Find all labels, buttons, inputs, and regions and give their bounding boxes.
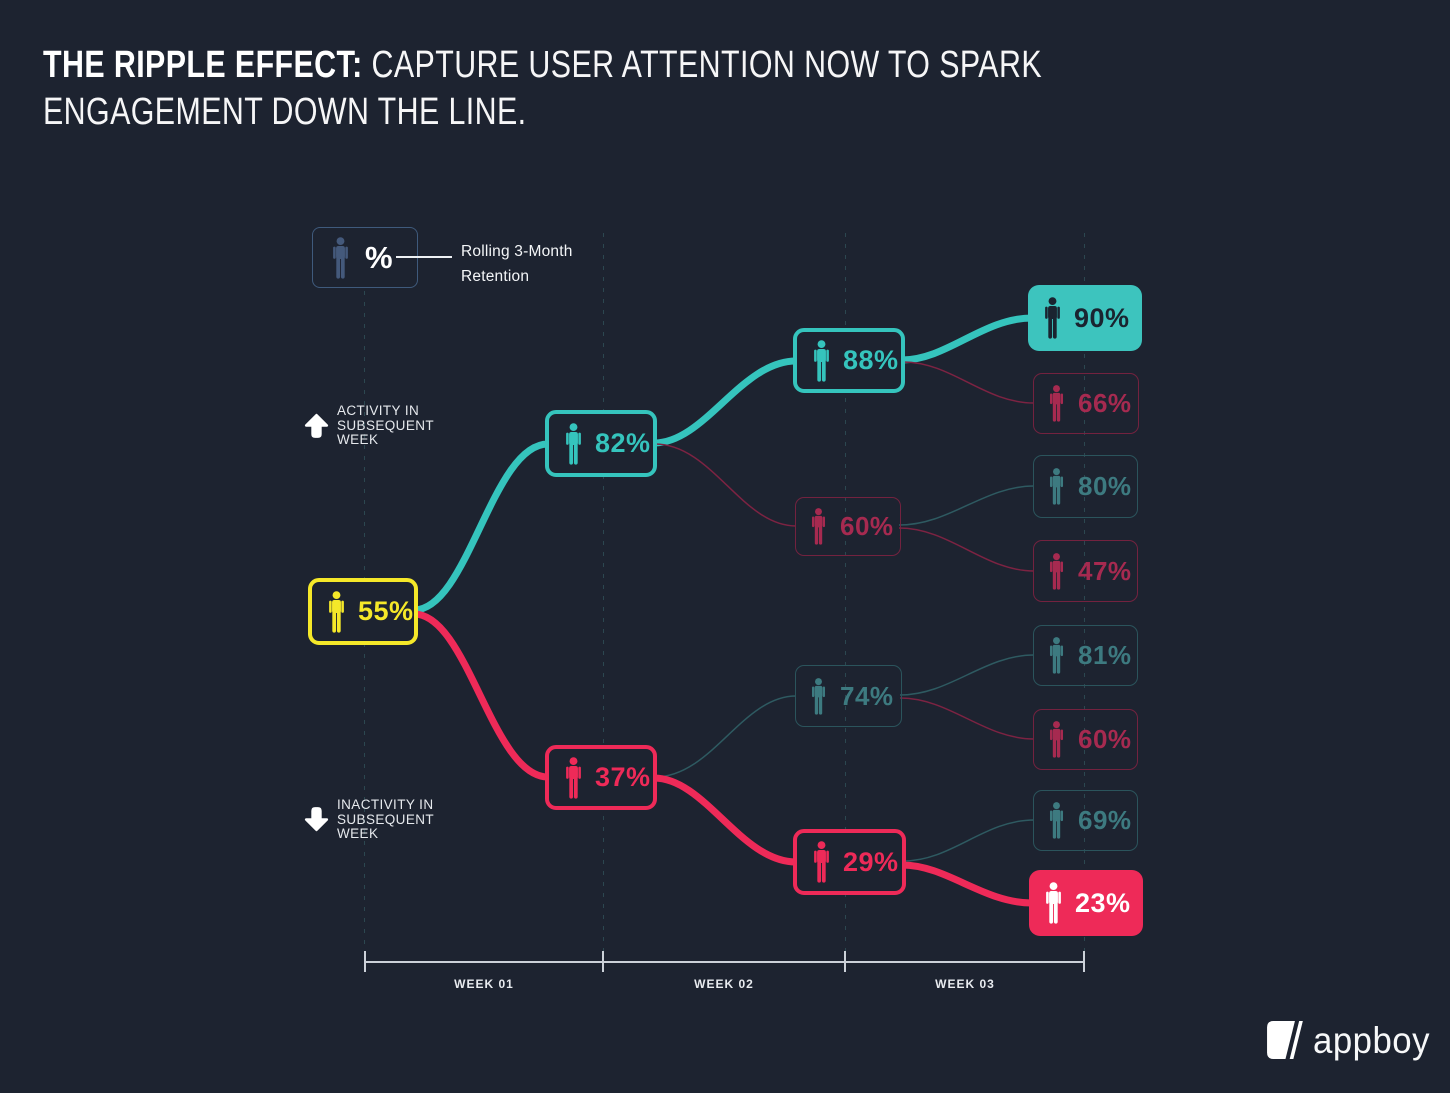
week-divider-4: [1084, 233, 1085, 953]
node-week3-active-90: 90%: [1028, 285, 1142, 351]
person-icon: [329, 590, 344, 633]
axis-tick-2: [602, 951, 604, 972]
legend-connector-line: [396, 256, 452, 258]
retention-value: 37%: [595, 762, 651, 792]
node-week3-inactive-60: 60%: [1033, 709, 1138, 770]
node-week3-active-69: 69%: [1033, 790, 1138, 851]
percent-symbol: %: [365, 239, 393, 275]
edge-60-to-47: [898, 527, 1035, 572]
person-icon: [814, 339, 829, 382]
person-icon: [1046, 882, 1061, 924]
edge-root-to-37: [410, 610, 552, 781]
axis-label-week-01: WEEK 01: [454, 977, 514, 991]
node-week2-active-88: 88%: [793, 328, 905, 393]
axis-label-week-03: WEEK 03: [935, 977, 995, 991]
person-icon: [566, 756, 581, 799]
legend-label: Rolling 3-Month Retention: [461, 243, 573, 285]
edge-37-to-74: [654, 695, 797, 778]
retention-value: 69%: [1078, 805, 1132, 835]
node-week3-inactive-23: 23%: [1029, 870, 1143, 936]
node-week3-active-80: 80%: [1033, 455, 1138, 518]
edge-root-to-82: [410, 440, 552, 614]
node-week3-active-81: 81%: [1033, 625, 1138, 686]
axis-tick-1: [364, 951, 366, 972]
node-week3-inactive-66: 66%: [1033, 373, 1139, 434]
person-icon: [1049, 721, 1064, 758]
timeline-axis: [365, 961, 1085, 963]
appboy-logo-text: appboy: [1313, 1019, 1430, 1061]
edge-82-to-60: [654, 443, 797, 527]
retention-value: 82%: [595, 428, 651, 458]
edge-29-to-23: [898, 861, 1036, 907]
week-divider-2: [603, 233, 604, 953]
retention-value: 60%: [840, 511, 894, 541]
edge-29-to-69: [902, 819, 1035, 862]
person-icon: [566, 422, 581, 465]
activity-label: ACTIVITY IN SUBSEQUENT WEEK: [337, 403, 435, 447]
appboy-logo: appboy: [1266, 1019, 1437, 1061]
node-week3-inactive-47: 47%: [1033, 540, 1138, 602]
node-week1-active-82: 82%: [545, 410, 657, 477]
person-icon: [1049, 468, 1064, 505]
retention-value: 47%: [1078, 555, 1132, 586]
retention-value: 60%: [1078, 724, 1132, 754]
page-title: THE RIPPLE EFFECT: CAPTURE USER ATTENTIO…: [43, 42, 1099, 136]
person-icon: [1049, 637, 1064, 674]
retention-value: 29%: [843, 846, 899, 877]
retention-value: 23%: [1075, 887, 1131, 918]
edge-60-to-80: [898, 485, 1035, 526]
title-line1: CAPTURE USER ATTENTION NOW TO SPARK: [371, 44, 1043, 86]
edge-82-to-88: [650, 357, 800, 447]
node-root-55: 55%: [308, 578, 418, 645]
person-icon: [811, 677, 826, 715]
retention-value: 90%: [1074, 302, 1130, 333]
inactivity-label: INACTIVITY IN SUBSEQUENT WEEK: [337, 797, 435, 841]
axis-tick-3: [844, 951, 846, 972]
axis-label-week-02: WEEK 02: [694, 977, 754, 991]
node-week2-inactive-29: 29%: [793, 829, 906, 895]
person-icon: [811, 508, 826, 545]
node-week1-inactive-37: 37%: [545, 745, 657, 810]
retention-value: 74%: [840, 680, 894, 711]
person-icon: [1049, 552, 1064, 590]
arrow-up-icon: [303, 412, 330, 439]
retention-value: 66%: [1078, 388, 1132, 418]
person-icon: [1049, 385, 1064, 422]
retention-value: 55%: [358, 596, 414, 626]
appboy-logo-mark: [1267, 1021, 1303, 1059]
axis-tick-4: [1083, 951, 1085, 972]
person-icon: [1045, 297, 1060, 339]
title-emphasis: THE RIPPLE EFFECT:: [43, 44, 363, 86]
legend-key-box: %: [312, 227, 418, 288]
person-icon: [814, 841, 829, 883]
edge-74-to-60: [899, 697, 1035, 740]
retention-value: 80%: [1078, 471, 1132, 501]
edge-37-to-29: [650, 774, 800, 866]
edge-88-to-90: [898, 314, 1036, 364]
person-icon: [1049, 802, 1064, 839]
node-week2-active-74: 74%: [795, 665, 902, 727]
edge-74-to-81: [899, 654, 1035, 696]
title-line2: ENGAGEMENT DOWN THE LINE.: [43, 91, 527, 133]
node-week2-inactive-60: 60%: [795, 497, 901, 556]
arrow-down-icon: [303, 806, 330, 833]
person-icon: [333, 236, 348, 279]
retention-value: 88%: [843, 345, 899, 375]
edge-88-to-66: [902, 361, 1035, 404]
retention-value: 81%: [1078, 640, 1132, 670]
week-divider-3: [845, 233, 846, 953]
